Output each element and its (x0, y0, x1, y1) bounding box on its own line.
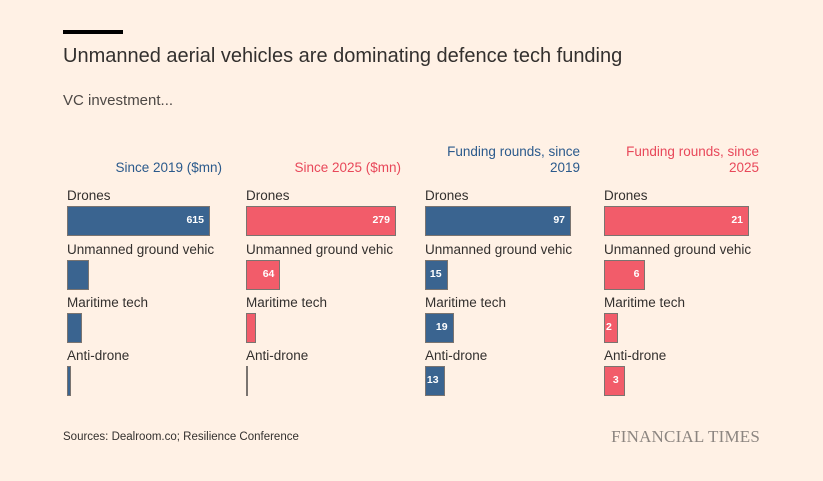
source-note: Sources: Dealroom.co; Resilience Confere… (63, 431, 299, 443)
category-label: Drones (425, 188, 469, 203)
data-label: 6 (633, 268, 640, 280)
category-label: Drones (67, 188, 111, 203)
bar-row-anti-drone: Anti-drone (246, 348, 401, 398)
category-label: Anti-drone (604, 348, 667, 363)
bar-row-ugv: Unmanned ground vehic 15 (425, 242, 580, 292)
bar-ugv (67, 260, 89, 290)
panel-title: Funding rounds, since 2025 (626, 144, 759, 175)
bar-row-maritime: Maritime tech (246, 295, 401, 345)
bar-drones: 279 (246, 206, 396, 236)
data-label: 19 (435, 321, 448, 333)
bar-row-anti-drone: Anti-drone 13 (425, 348, 580, 398)
category-label: Maritime tech (246, 295, 328, 310)
bar-row-maritime: Maritime tech 2 (604, 295, 759, 345)
category-label: Maritime tech (604, 295, 686, 310)
category-label: Anti-drone (246, 348, 309, 363)
panel-title: Funding rounds, since 2019 (447, 144, 580, 175)
bar-anti-drone: 13 (425, 366, 445, 396)
category-label: Unmanned ground vehic (246, 242, 394, 257)
category-label: Unmanned ground vehic (67, 242, 215, 257)
panel-title: Since 2019 ($mn) (115, 160, 222, 175)
category-label: Unmanned ground vehic (425, 242, 573, 257)
bar-row-drones: Drones 279 (246, 188, 401, 238)
data-label: 13 (426, 374, 439, 386)
ft-logo: FINANCIAL TIMES (611, 427, 760, 446)
category-label: Unmanned ground vehic (604, 242, 752, 257)
category-label: Anti-drone (425, 348, 488, 363)
chart-panel-2: Since 2025 ($mn) Drones 279 Unmanned ground… (246, 140, 401, 400)
chart-panel-1: Since 2019 ($mn) Drones 615 Unmanned ground… (67, 140, 222, 400)
bar-row-drones: Drones 21 (604, 188, 759, 238)
chart-title: Unmanned aerial vehicles are dominating … (63, 45, 623, 67)
data-label: 15 (429, 268, 442, 280)
bar-row-ugv: Unmanned ground vehic 64 (246, 242, 401, 292)
bar-row-anti-drone: Anti-drone (67, 348, 222, 398)
data-label: 3 (612, 374, 619, 386)
bar-ugv: 6 (604, 260, 646, 290)
bar-anti-drone: 3 (604, 366, 625, 396)
bar-row-drones: Drones 97 (425, 188, 580, 238)
category-label: Drones (604, 188, 648, 203)
data-label: 97 (553, 214, 565, 226)
bar-maritime: 2 (604, 313, 618, 343)
bar-drones: 21 (604, 206, 749, 236)
data-label: 64 (262, 268, 275, 280)
chart-subtitle: VC investment... (63, 92, 174, 109)
bar-drones: 97 (425, 206, 571, 236)
bar-row-anti-drone: Anti-drone 3 (604, 348, 759, 398)
category-label: Anti-drone (67, 348, 130, 363)
title-accent-bar (63, 30, 123, 34)
bar-row-maritime: Maritime tech (67, 295, 222, 345)
bar-drones: 615 (67, 206, 210, 236)
bar-row-ugv: Unmanned ground vehic (67, 242, 222, 292)
chart-panel-4: Funding rounds, since 2025 Drones 21 Unmann… (604, 140, 759, 400)
data-label: 2 (605, 321, 612, 333)
panel-title: Since 2025 ($mn) (294, 160, 401, 175)
chart-panel-3: Funding rounds, since 2019 Drones 97 Unmann… (425, 140, 580, 400)
bar-row-drones: Drones 615 (67, 188, 222, 238)
bar-row-maritime: Maritime tech 19 (425, 295, 580, 345)
bar-maritime (67, 313, 82, 343)
category-label: Drones (246, 188, 290, 203)
bar-anti-drone (67, 366, 71, 396)
bar-anti-drone (246, 366, 248, 396)
data-label: 615 (186, 214, 204, 226)
bar-maritime (246, 313, 257, 343)
bar-ugv: 15 (425, 260, 448, 290)
data-label: 279 (372, 214, 390, 226)
bar-row-ugv: Unmanned ground vehic 6 (604, 242, 759, 292)
category-label: Maritime tech (425, 295, 507, 310)
bar-ugv: 64 (246, 260, 281, 290)
bar-maritime: 19 (425, 313, 454, 343)
category-label: Maritime tech (67, 295, 149, 310)
data-label: 21 (731, 214, 743, 226)
